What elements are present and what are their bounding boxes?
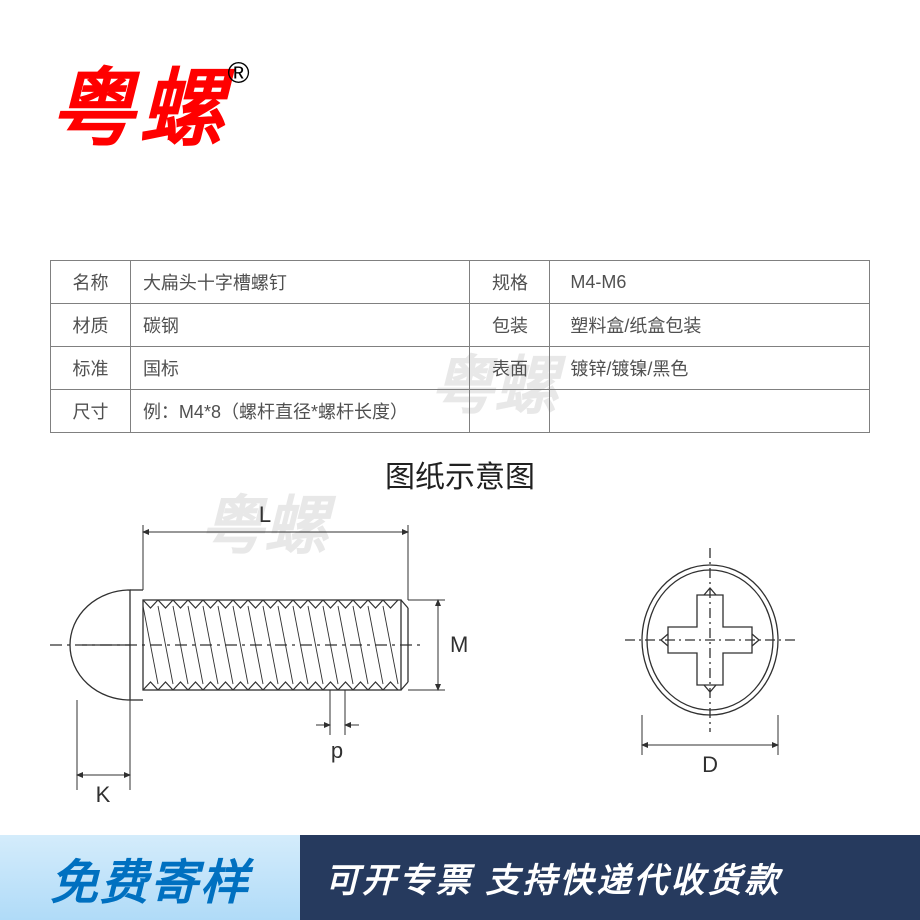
invoice-delivery-text: 可开专票 支持快递代收货款 [325, 853, 781, 902]
label-spec: 规格 [470, 261, 550, 304]
value-empty [550, 390, 870, 433]
technical-diagram: L M p K [30, 490, 890, 810]
brand-logo: 粤螺 ® [50, 40, 255, 163]
label-size: 尺寸 [51, 390, 131, 433]
logo-text: 粤螺 [50, 40, 228, 163]
registered-icon: ® [227, 57, 249, 90]
value-spec: M4-M6 [550, 261, 870, 304]
value-surface: 镀锌/镀镍/黑色 [550, 347, 870, 390]
footer-banner: 免费寄样 可开专票 支持快递代收货款 [0, 835, 920, 920]
dim-p: p [331, 738, 343, 763]
dim-l: L [259, 502, 271, 527]
value-name: 大扁头十字槽螺钉 [130, 261, 470, 304]
value-size: 例：M4*8（螺杆直径*螺杆长度） [130, 390, 470, 433]
free-sample-text: 免费寄样 [50, 843, 250, 913]
label-material: 材质 [51, 304, 131, 347]
table-row: 名称 大扁头十字槽螺钉 规格 M4-M6 [51, 261, 870, 304]
table-row: 材质 碳钢 包装 塑料盒/纸盒包装 [51, 304, 870, 347]
footer-left: 免费寄样 [0, 835, 300, 920]
label-standard: 标准 [51, 347, 131, 390]
value-standard: 国标 [130, 347, 470, 390]
label-surface: 表面 [470, 347, 550, 390]
dim-k: K [96, 782, 111, 807]
footer-right: 可开专票 支持快递代收货款 [300, 835, 920, 920]
label-name: 名称 [51, 261, 131, 304]
label-package: 包装 [470, 304, 550, 347]
table-row: 尺寸 例：M4*8（螺杆直径*螺杆长度） [51, 390, 870, 433]
label-empty [470, 390, 550, 433]
dim-d: D [702, 752, 718, 777]
value-package: 塑料盒/纸盒包装 [550, 304, 870, 347]
table-row: 标准 国标 表面 镀锌/镀镍/黑色 [51, 347, 870, 390]
value-material: 碳钢 [130, 304, 470, 347]
dim-m: M [450, 632, 468, 657]
spec-table: 名称 大扁头十字槽螺钉 规格 M4-M6 材质 碳钢 包装 塑料盒/纸盒包装 标… [50, 260, 870, 433]
